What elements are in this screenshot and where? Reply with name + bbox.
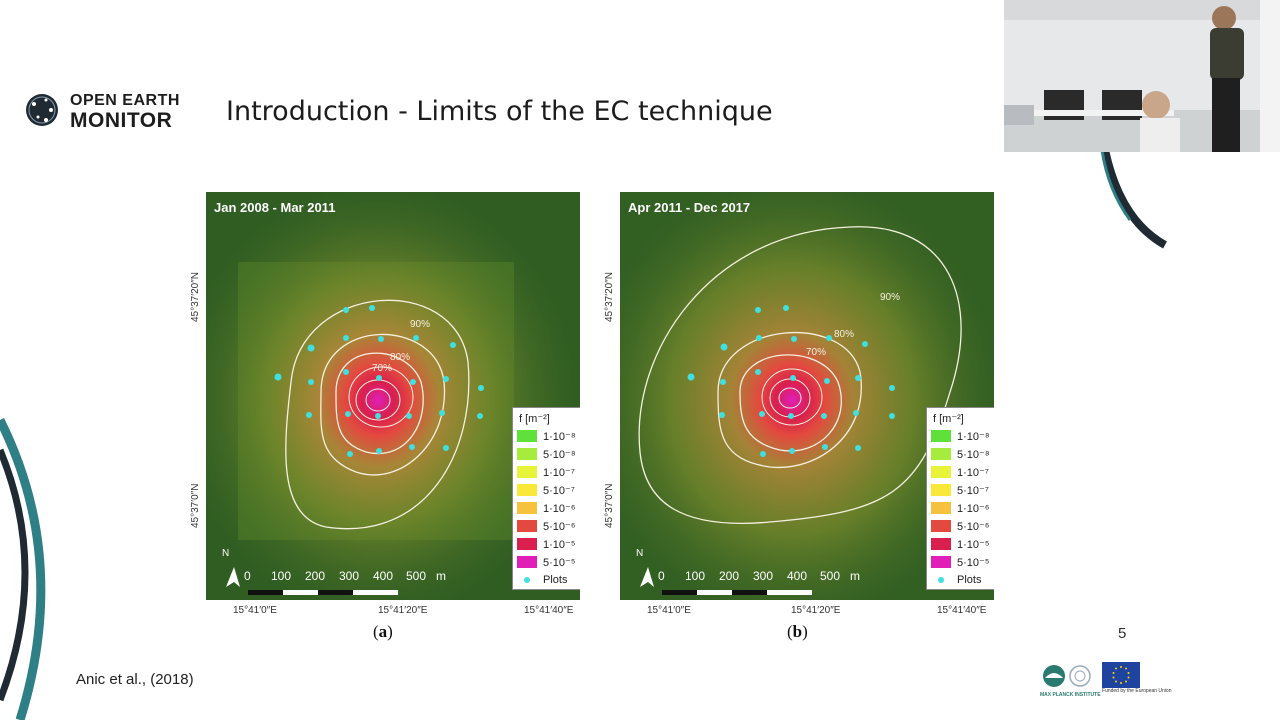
legend-item: 1·10⁻⁶ [927,499,994,517]
map-b-period: Apr 2011 - Dec 2017 [628,200,751,215]
scale-label: 300 [339,569,360,583]
legend-item: 5·10⁻⁷ [927,481,994,499]
legend-item: 1·10⁻⁸ [513,427,580,445]
presenter-video [1004,0,1280,152]
legend-item: 5·10⁻⁸ [513,445,580,463]
eu-funding-label: Funded by the European Union [1102,688,1172,694]
scale-label: 100 [271,569,292,583]
lon-tick: 15°41′0″E [647,605,691,616]
lon-tick: 15°41′0″E [233,605,277,616]
contour-label: 90% [880,292,901,303]
legend-title: f [m⁻²] [519,413,550,425]
legend-item: 1·10⁻⁵ [927,535,994,553]
map-b-caption: (b) [787,622,808,641]
legend-item: 5·10⁻⁸ [927,445,994,463]
legend-item: 1·10⁻⁸ [927,427,994,445]
citation: Anic et al., (2018) [76,671,194,688]
legend-item: 5·10⁻⁵ [927,553,994,571]
lon-tick: 15°41′20″E [791,605,841,616]
footprint-map-b: Apr 2011 - Dec 2017 90% 80% 70% N 0 100 … [620,192,994,600]
contour-label: 70% [806,347,827,358]
contour-label: 90% [410,319,431,330]
scale-label: 500 [406,569,427,583]
lat-tick: 45°37′0″N [604,483,615,528]
legend-item: 1·10⁻⁷ [927,463,994,481]
scale-label: 100 [685,569,706,583]
legend-item: 5·10⁻⁶ [927,517,994,535]
open-earth-monitor-logo: OPEN EARTH MONITOR [24,90,204,134]
decorative-arcs-right [1100,150,1168,249]
scale-label: 300 [753,569,774,583]
legend-item: 1·10⁻⁵ [513,535,580,553]
scale-label: 500 [820,569,841,583]
scale-label: 0 [658,569,665,583]
contour-label: 80% [834,329,855,340]
max-planck-logo: MAX PLANCK INSTITUTE [1040,664,1101,704]
map-a-period: Jan 2008 - Mar 2011 [214,200,336,215]
globe-icon [26,94,58,126]
legend-item: 5·10⁻⁷ [513,481,580,499]
legend-item-plots: Plots [927,571,994,589]
north-arrow-label: N [222,548,230,559]
eu-flag-icon [1102,662,1140,688]
legend-title: f [m⁻²] [933,413,964,425]
lat-tick: 45°37′20″N [190,271,201,322]
lon-tick: 15°41′40″E [937,605,987,616]
presenter-video-frame [1004,0,1280,152]
scale-label: 400 [373,569,394,583]
scale-label: 0 [244,569,251,583]
map-a-caption: (a) [373,622,393,641]
lon-tick: 15°41′40″E [524,605,574,616]
map-b-image [620,192,994,600]
map-b-legend: f [m⁻²] 1·10⁻⁸ 5·10⁻⁸ 1·10⁻⁷ 5·10⁻⁷ 1·10… [926,407,994,590]
legend-item: 5·10⁻⁶ [513,517,580,535]
north-arrow-label: N [636,548,644,559]
eu-logo: Funded by the European Union [1102,662,1172,702]
legend-item-plots: Plots [513,571,580,589]
page-number: 5 [1118,625,1127,642]
logo-line-2: MONITOR [70,109,173,132]
map-a-legend: f [m⁻²] 1·10⁻⁸ 5·10⁻⁸ 1·10⁻⁷ 5·10⁻⁷ 1·10… [512,407,580,590]
lat-tick: 45°37′20″N [604,271,615,322]
lat-tick: 45°37′0″N [190,483,201,528]
footprint-map-a: Jan 2008 - Mar 2011 90% 80% 70% N 0 100 … [206,192,580,600]
scale-label: m [850,569,860,583]
lon-tick: 15°41′20″E [378,605,428,616]
logo-line-1: OPEN EARTH [70,92,180,109]
scale-label: 200 [719,569,740,583]
slide-title: Introduction - Limits of the EC techniqu… [226,96,773,127]
minerva-icon [1043,665,1091,687]
legend-item: 1·10⁻⁷ [513,463,580,481]
scale-label: 400 [787,569,808,583]
scale-label: m [436,569,446,583]
legend-item: 5·10⁻⁵ [513,553,580,571]
contour-label: 70% [372,363,393,374]
max-planck-label: MAX PLANCK INSTITUTE [1040,692,1101,698]
scale-label: 200 [305,569,326,583]
legend-item: 1·10⁻⁶ [513,499,580,517]
contour-label: 80% [390,352,411,363]
decorative-arcs-left [0,417,46,720]
